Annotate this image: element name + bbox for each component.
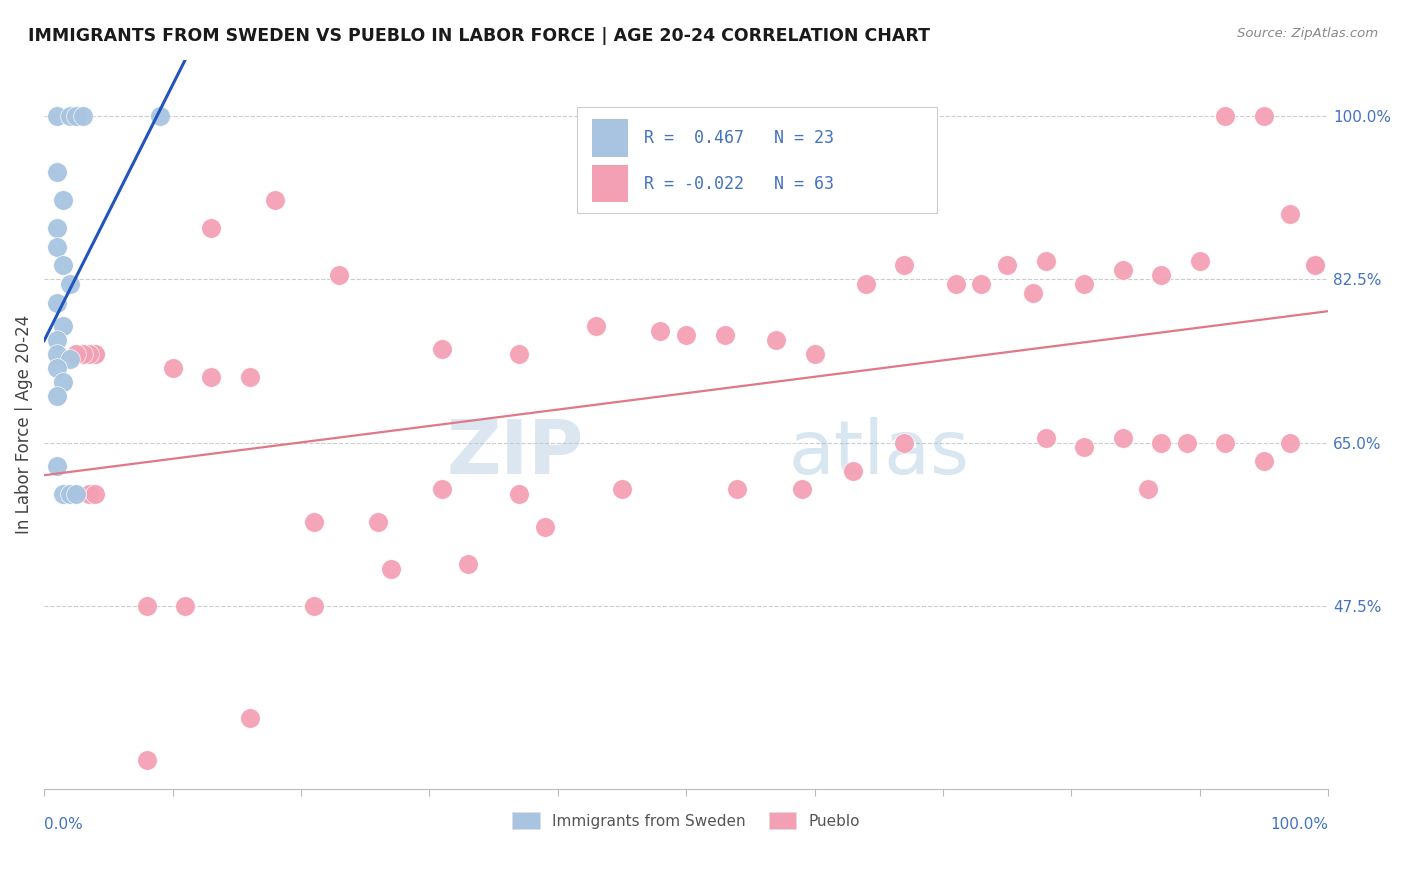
Point [1073,441,1095,455]
Text: IMMIGRANTS FROM SWEDEN VS PUEBLO IN LABOR FORCE | AGE 20-24 CORRELATION CHART: IMMIGRANTS FROM SWEDEN VS PUEBLO IN LABO… [28,27,931,45]
Point [675,328,697,343]
FancyBboxPatch shape [592,119,628,157]
Point [46,165,69,179]
Point [77,347,100,361]
Point [72,109,94,123]
Point [995,258,1018,272]
Point [302,515,325,529]
Point [65,487,87,501]
Point [650,324,672,338]
Point [72,347,94,361]
Point [1150,435,1173,450]
Point [713,328,735,343]
Point [893,258,915,272]
Point [135,599,157,614]
Point [59,109,82,123]
Text: 100.0%: 100.0% [1270,816,1329,831]
Text: atlas: atlas [789,417,970,490]
Point [46,295,69,310]
Point [46,361,69,376]
Point [1112,431,1135,445]
Point [46,109,69,123]
Point [65,347,87,361]
Point [855,277,877,291]
FancyBboxPatch shape [576,107,936,212]
Point [238,370,260,384]
Point [367,515,389,529]
Text: R =  0.467   N = 23: R = 0.467 N = 23 [644,128,834,146]
Point [46,459,69,474]
Point [59,277,82,291]
Point [84,347,107,361]
Point [430,483,453,497]
Point [1188,253,1211,268]
Point [46,389,69,403]
Point [1253,109,1275,123]
Point [790,483,813,497]
Point [238,711,260,725]
Point [46,220,69,235]
Point [585,318,607,333]
Point [610,483,633,497]
Point [803,347,825,361]
Point [1303,258,1326,272]
Point [1215,109,1237,123]
FancyBboxPatch shape [592,164,628,202]
Point [46,333,69,347]
Point [1112,263,1135,277]
Point [945,277,967,291]
Text: R = -0.022   N = 63: R = -0.022 N = 63 [644,175,834,193]
Point [77,487,100,501]
Point [1175,435,1198,450]
Point [1022,286,1045,301]
Legend: Immigrants from Sweden, Pueblo: Immigrants from Sweden, Pueblo [506,805,866,836]
Point [162,361,184,376]
Point [174,599,197,614]
Point [457,558,479,572]
Point [893,435,915,450]
Point [1035,253,1057,268]
Point [135,754,157,768]
Point [52,375,75,389]
Text: Source: ZipAtlas.com: Source: ZipAtlas.com [1237,27,1378,40]
Point [1150,268,1173,282]
Point [1215,435,1237,450]
Point [52,487,75,501]
Point [970,277,993,291]
Y-axis label: In Labor Force | Age 20-24: In Labor Force | Age 20-24 [15,315,32,533]
Point [200,220,222,235]
Point [727,483,749,497]
Point [59,487,82,501]
Point [430,343,453,357]
Point [328,268,350,282]
Point [302,599,325,614]
Point [842,464,865,478]
Point [1253,454,1275,468]
Text: 0.0%: 0.0% [44,816,83,831]
Point [508,487,530,501]
Point [534,520,557,534]
Point [1073,277,1095,291]
Point [149,109,172,123]
Point [380,562,402,576]
Point [1137,483,1160,497]
Point [1278,435,1301,450]
Point [508,347,530,361]
Point [84,347,107,361]
Point [52,193,75,207]
Point [59,351,82,366]
Point [765,333,787,347]
Point [1303,258,1326,272]
Point [52,258,75,272]
Point [52,318,75,333]
Point [1035,431,1057,445]
Point [84,487,107,501]
Point [65,109,87,123]
Point [46,347,69,361]
Point [264,193,287,207]
Point [46,239,69,253]
Point [1278,207,1301,221]
Point [200,370,222,384]
Text: ZIP: ZIP [446,417,583,490]
